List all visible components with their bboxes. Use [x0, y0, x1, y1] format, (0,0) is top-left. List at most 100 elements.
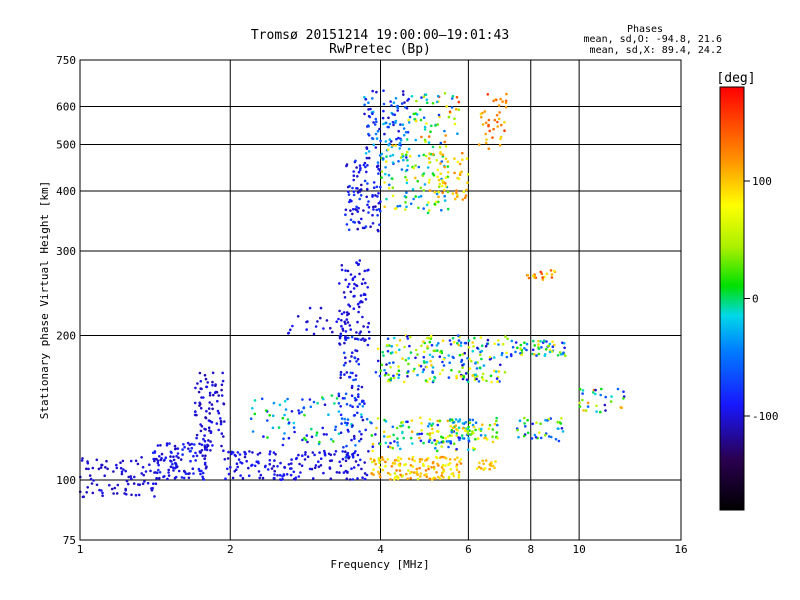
data-point [523, 341, 526, 345]
data-point [286, 397, 289, 401]
data-point [406, 158, 409, 162]
data-point [203, 439, 207, 443]
data-point [497, 104, 501, 107]
data-point [399, 457, 403, 461]
data-point [266, 468, 270, 471]
data-point [413, 459, 417, 463]
data-point [406, 131, 410, 134]
data-point [372, 205, 375, 209]
data-point [488, 129, 492, 133]
data-point [340, 417, 344, 420]
data-point [171, 466, 175, 470]
data-point [390, 177, 394, 180]
data-point [393, 472, 397, 475]
data-point [392, 433, 395, 437]
data-point [332, 440, 335, 443]
data-point [435, 456, 439, 460]
data-point [300, 410, 304, 414]
data-point [407, 370, 410, 373]
data-point [357, 170, 361, 174]
data-point [344, 330, 348, 333]
data-point [408, 472, 412, 475]
data-point [424, 469, 428, 472]
data-point [425, 365, 429, 369]
y-tick-label: 600 [56, 101, 76, 114]
data-point [382, 157, 385, 160]
data-point [202, 478, 205, 481]
data-point [333, 402, 336, 405]
data-point [264, 409, 268, 412]
data-point [355, 187, 358, 190]
data-point [422, 153, 426, 157]
data-point [404, 201, 407, 204]
data-point [548, 342, 552, 346]
data-point [496, 437, 499, 440]
data-point [427, 336, 431, 340]
data-point [360, 432, 363, 436]
data-point [355, 261, 358, 264]
data-point [209, 449, 212, 452]
data-point [385, 363, 388, 366]
data-point [338, 309, 341, 313]
data-point [382, 122, 385, 126]
data-point [366, 203, 369, 207]
data-point [467, 425, 470, 429]
data-point [388, 344, 391, 347]
data-point [487, 427, 491, 431]
data-point [191, 467, 195, 471]
data-point [436, 349, 439, 352]
data-point [458, 370, 461, 374]
data-point [438, 355, 442, 359]
data-point [440, 471, 444, 475]
data-point [327, 413, 330, 417]
data-point [544, 348, 548, 351]
data-point [334, 450, 338, 453]
data-point [308, 398, 312, 401]
data-point [323, 449, 326, 453]
data-point [426, 456, 430, 460]
data-point [86, 460, 89, 463]
data-point [207, 439, 210, 442]
data-point [354, 399, 357, 402]
data-point [223, 458, 227, 461]
data-point [496, 423, 499, 427]
data-point [374, 462, 378, 466]
data-point [231, 476, 235, 480]
data-point [458, 460, 461, 463]
data-point [350, 467, 353, 471]
data-point [484, 436, 487, 440]
data-point [461, 422, 465, 425]
data-point [355, 284, 358, 287]
data-point [447, 171, 450, 174]
data-point [384, 140, 388, 143]
data-point [487, 123, 490, 127]
data-point [378, 461, 381, 465]
data-point [453, 157, 456, 160]
data-point [296, 315, 300, 318]
data-point [256, 453, 260, 456]
data-point [371, 460, 374, 464]
data-point [347, 456, 351, 460]
data-point [448, 434, 452, 437]
data-point [315, 431, 319, 435]
data-point [182, 476, 186, 480]
data-point [461, 427, 465, 430]
data-point [539, 436, 543, 440]
data-point [208, 412, 211, 415]
data-point [457, 177, 461, 181]
data-point [540, 346, 543, 349]
data-point [431, 366, 435, 369]
data-point [382, 109, 385, 113]
data-point [331, 330, 334, 334]
data-point [208, 394, 212, 397]
data-point [447, 445, 450, 449]
data-point [297, 453, 300, 457]
data-point [594, 388, 597, 392]
data-point [344, 208, 348, 212]
data-point [476, 346, 479, 350]
data-point [377, 172, 380, 175]
data-point [344, 450, 347, 454]
data-point [375, 137, 379, 140]
data-point [262, 435, 265, 438]
data-point [172, 469, 175, 472]
